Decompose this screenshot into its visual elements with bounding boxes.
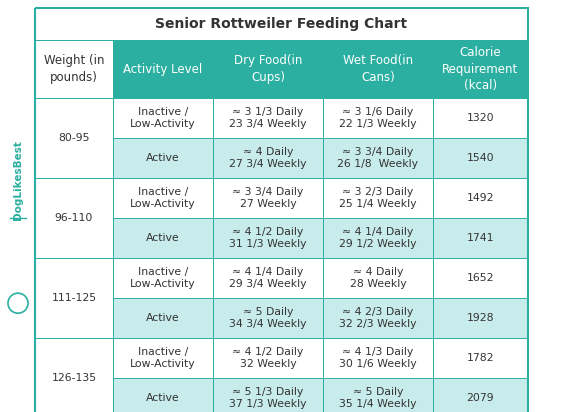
Bar [433, 258, 528, 298]
Text: ≈ 4 1/3 Daily
30 1/6 Weekly: ≈ 4 1/3 Daily 30 1/6 Weekly [339, 346, 417, 370]
Bar [213, 178, 323, 218]
Text: ≈ 5 1/3 Daily
37 1/3 Weekly: ≈ 5 1/3 Daily 37 1/3 Weekly [229, 386, 307, 410]
Bar [213, 138, 323, 178]
Text: 2079: 2079 [467, 393, 494, 403]
Text: ≈ 3 1/3 Daily
23 3/4 Weekly: ≈ 3 1/3 Daily 23 3/4 Weekly [229, 107, 307, 129]
Bar [113, 178, 213, 218]
Text: 96-110: 96-110 [55, 213, 93, 223]
Bar [433, 178, 528, 218]
Text: ≈ 3 1/6 Daily
22 1/3 Weekly: ≈ 3 1/6 Daily 22 1/3 Weekly [339, 107, 417, 129]
Text: Dry Food(in
Cups): Dry Food(in Cups) [234, 54, 302, 84]
Text: 1652: 1652 [467, 273, 494, 283]
Text: 1782: 1782 [467, 353, 494, 363]
Text: DogLikesBest: DogLikesBest [13, 140, 23, 220]
Text: ≈ 5 Daily
35 1/4 Weekly: ≈ 5 Daily 35 1/4 Weekly [339, 386, 417, 410]
Bar [113, 338, 213, 378]
Text: ≈ 4 Daily
28 Weekly: ≈ 4 Daily 28 Weekly [350, 267, 406, 289]
Bar [433, 298, 528, 338]
Bar [113, 378, 213, 412]
Bar [433, 40, 528, 98]
Bar [113, 40, 213, 98]
Bar [433, 98, 528, 138]
Text: 111-125: 111-125 [52, 293, 96, 303]
Text: ≈ 4 1/2 Daily
31 1/3 Weekly: ≈ 4 1/2 Daily 31 1/3 Weekly [229, 227, 307, 249]
Text: ≈ 3 3/4 Daily
27 Weekly: ≈ 3 3/4 Daily 27 Weekly [232, 187, 304, 209]
Text: Active: Active [146, 233, 180, 243]
Text: ≈ 4 1/2 Daily
32 Weekly: ≈ 4 1/2 Daily 32 Weekly [232, 346, 304, 370]
Text: ≈ 3 3/4 Daily
26 1/8  Weekly: ≈ 3 3/4 Daily 26 1/8 Weekly [338, 147, 419, 169]
Bar [113, 98, 213, 138]
Text: Activity Level: Activity Level [123, 63, 203, 75]
Bar [213, 258, 323, 298]
Text: Senior Rottweiler Feeding Chart: Senior Rottweiler Feeding Chart [155, 17, 407, 31]
Text: Inactive /
Low-Activity: Inactive / Low-Activity [130, 267, 196, 289]
Bar [323, 258, 433, 298]
Bar [113, 138, 213, 178]
Bar [35, 8, 528, 412]
Bar [35, 98, 113, 178]
Text: Inactive /
Low-Activity: Inactive / Low-Activity [130, 187, 196, 209]
Bar [433, 218, 528, 258]
Bar [35, 178, 113, 258]
Bar [213, 378, 323, 412]
Text: 1540: 1540 [467, 153, 494, 163]
Text: Active: Active [146, 153, 180, 163]
Text: Inactive /
Low-Activity: Inactive / Low-Activity [130, 107, 196, 129]
Bar [35, 40, 113, 98]
Bar [113, 298, 213, 338]
Text: 80-95: 80-95 [58, 133, 90, 143]
Bar [35, 338, 113, 412]
Bar [323, 98, 433, 138]
Text: 1928: 1928 [467, 313, 494, 323]
Bar [323, 138, 433, 178]
Bar [323, 218, 433, 258]
Text: ≈ 4 1/4 Daily
29 1/2 Weekly: ≈ 4 1/4 Daily 29 1/2 Weekly [339, 227, 417, 249]
Bar [323, 178, 433, 218]
Bar [323, 40, 433, 98]
Bar [433, 138, 528, 178]
Text: 1492: 1492 [467, 193, 494, 203]
Text: Calorie
Requirement
(kcal): Calorie Requirement (kcal) [443, 46, 518, 92]
Text: 126-135: 126-135 [52, 373, 96, 383]
Text: Weight (in
pounds): Weight (in pounds) [44, 54, 104, 84]
Text: 1741: 1741 [467, 233, 494, 243]
Text: ≈ 4 2/3 Daily
32 2/3 Weekly: ≈ 4 2/3 Daily 32 2/3 Weekly [339, 307, 417, 330]
Bar [323, 378, 433, 412]
Bar [213, 338, 323, 378]
Bar [213, 218, 323, 258]
Bar [323, 338, 433, 378]
Text: ≈ 4 1/4 Daily
29 3/4 Weekly: ≈ 4 1/4 Daily 29 3/4 Weekly [229, 267, 307, 289]
Text: ≈ 5 Daily
34 3/4 Weekly: ≈ 5 Daily 34 3/4 Weekly [229, 307, 307, 330]
Bar [213, 40, 323, 98]
Text: Active: Active [146, 393, 180, 403]
Bar [35, 8, 528, 40]
Bar [113, 258, 213, 298]
Bar [113, 218, 213, 258]
Bar [433, 378, 528, 412]
Bar [323, 298, 433, 338]
Bar [213, 98, 323, 138]
Text: Active: Active [146, 313, 180, 323]
Bar [35, 258, 113, 338]
Bar [213, 298, 323, 338]
Text: ≈ 4 Daily
27 3/4 Weekly: ≈ 4 Daily 27 3/4 Weekly [229, 147, 307, 169]
Text: 1320: 1320 [467, 113, 494, 123]
Text: Wet Food(in
Cans): Wet Food(in Cans) [343, 54, 413, 84]
Text: ≈ 3 2/3 Daily
25 1/4 Weekly: ≈ 3 2/3 Daily 25 1/4 Weekly [339, 187, 417, 209]
Text: Inactive /
Low-Activity: Inactive / Low-Activity [130, 346, 196, 370]
Bar [433, 338, 528, 378]
